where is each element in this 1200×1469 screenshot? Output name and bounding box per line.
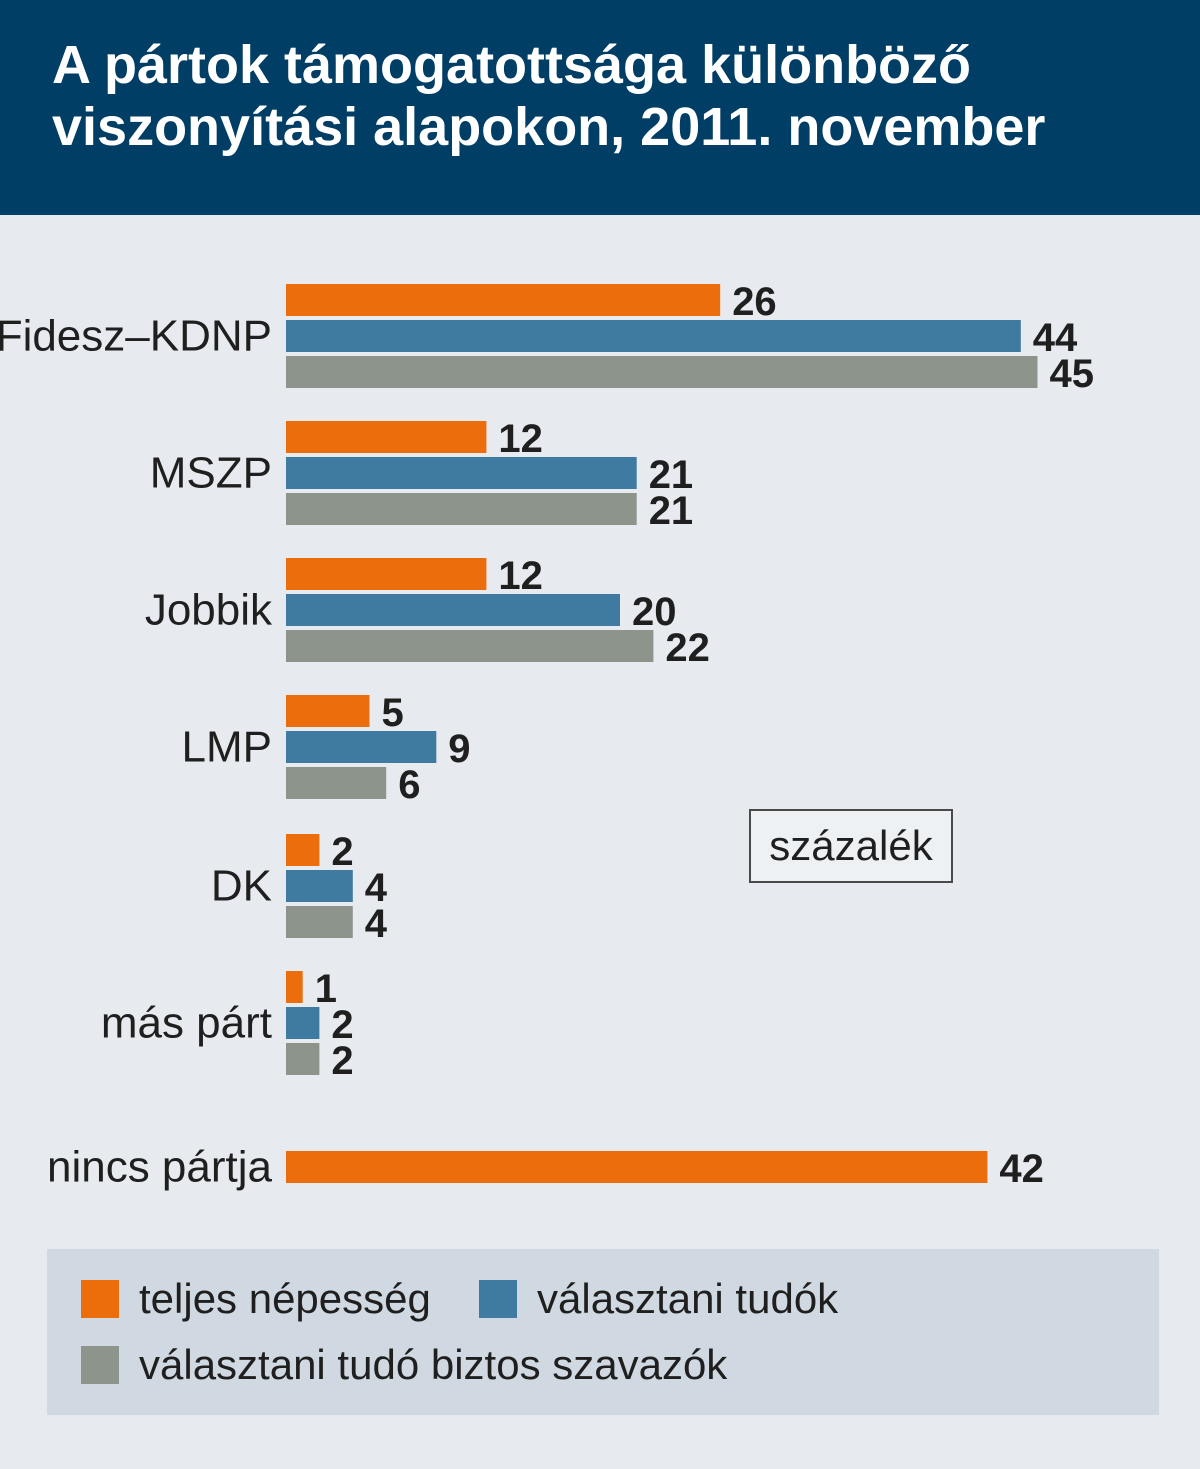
category-label-mszp: MSZP bbox=[150, 449, 272, 498]
value-label-jobbik-valasztani-tudo-biztos-szavazok: 22 bbox=[665, 626, 710, 670]
legend-item-teljes-nepesseg: teljes népesség bbox=[81, 1275, 431, 1323]
value-label-mszp-valasztani-tudo-biztos-szavazok: 21 bbox=[649, 489, 694, 533]
category-label-dk: DK bbox=[211, 862, 272, 911]
bar-dk-teljes-nepesseg bbox=[286, 834, 320, 866]
legend-label: választani tudók bbox=[537, 1275, 839, 1322]
bar-mas-part-teljes-nepesseg bbox=[286, 971, 303, 1003]
bar-mas-part-valasztani-tudok bbox=[286, 1007, 320, 1039]
bar-jobbik-teljes-nepesseg bbox=[286, 558, 487, 590]
bar-fidesz-kdnp-valasztani-tudok bbox=[286, 320, 1021, 352]
bar-dk-valasztani-tudo-biztos-szavazok bbox=[286, 906, 353, 938]
value-label-lmp-valasztani-tudo-biztos-szavazok: 6 bbox=[398, 763, 420, 807]
value-label-nincs-partja-teljes-nepesseg: 42 bbox=[999, 1147, 1044, 1191]
bar-chart: Fidesz–KDNP264445MSZP122121Jobbik122022L… bbox=[0, 280, 1095, 1192]
category-label-lmp: LMP bbox=[182, 723, 272, 772]
bar-dk-valasztani-tudok bbox=[286, 870, 353, 902]
value-label-jobbik-valasztani-tudok: 20 bbox=[632, 590, 677, 634]
legend-item-valasztani-tudok: választani tudók bbox=[479, 1275, 838, 1323]
bar-nincs-partja-teljes-nepesseg bbox=[286, 1151, 988, 1183]
bar-lmp-valasztani-tudok bbox=[286, 731, 437, 763]
unit-label-box: százalék bbox=[749, 809, 953, 883]
value-label-mas-part-teljes-nepesseg: 1 bbox=[315, 967, 337, 1011]
category-label-jobbik: Jobbik bbox=[145, 586, 273, 635]
value-label-dk-teljes-nepesseg: 2 bbox=[331, 830, 353, 874]
value-label-fidesz-kdnp-valasztani-tudo-biztos-szavazok: 45 bbox=[1050, 352, 1095, 396]
chart-header: A pártok támogatottsága különböző viszon… bbox=[0, 0, 1200, 215]
bar-mszp-valasztani-tudo-biztos-szavazok bbox=[286, 493, 637, 525]
legend-label: teljes népesség bbox=[139, 1275, 431, 1322]
value-label-mas-part-valasztani-tudok: 2 bbox=[331, 1003, 353, 1047]
bar-mszp-teljes-nepesseg bbox=[286, 421, 487, 453]
bar-fidesz-kdnp-teljes-nepesseg bbox=[286, 284, 721, 316]
value-label-mas-part-valasztani-tudo-biztos-szavazok: 2 bbox=[331, 1039, 353, 1083]
bar-lmp-teljes-nepesseg bbox=[286, 695, 370, 727]
legend-swatch-blue bbox=[479, 1280, 517, 1318]
value-label-mszp-valasztani-tudok: 21 bbox=[649, 453, 694, 497]
legend: teljes népesség választani tudók választ… bbox=[47, 1249, 1159, 1415]
legend-swatch-orange bbox=[81, 1280, 119, 1318]
value-label-fidesz-kdnp-valasztani-tudok: 44 bbox=[1033, 316, 1078, 360]
bar-jobbik-valasztani-tudo-biztos-szavazok bbox=[286, 630, 654, 662]
bar-fidesz-kdnp-valasztani-tudo-biztos-szavazok bbox=[286, 356, 1038, 388]
bar-mas-part-valasztani-tudo-biztos-szavazok bbox=[286, 1043, 320, 1075]
value-label-lmp-valasztani-tudok: 9 bbox=[448, 727, 470, 771]
category-label-mas-part: más párt bbox=[101, 999, 272, 1048]
unit-label: százalék bbox=[769, 822, 933, 869]
legend-swatch-gray bbox=[81, 1346, 119, 1384]
bar-lmp-valasztani-tudo-biztos-szavazok bbox=[286, 767, 387, 799]
legend-label: választani tudó biztos szavazók bbox=[139, 1341, 728, 1388]
category-label-nincs-partja: nincs pártja bbox=[47, 1143, 273, 1192]
bar-jobbik-valasztani-tudok bbox=[286, 594, 620, 626]
value-label-lmp-teljes-nepesseg: 5 bbox=[382, 691, 404, 735]
bar-mszp-valasztani-tudok bbox=[286, 457, 637, 489]
value-label-dk-valasztani-tudo-biztos-szavazok: 4 bbox=[365, 902, 388, 946]
chart-title-line-2: viszonyítási alapokon, 2011. november bbox=[52, 97, 1046, 157]
value-label-dk-valasztani-tudok: 4 bbox=[365, 866, 388, 910]
value-label-jobbik-teljes-nepesseg: 12 bbox=[498, 554, 543, 598]
value-label-mszp-teljes-nepesseg: 12 bbox=[498, 417, 543, 461]
chart-title-line-1: A pártok támogatottsága különböző bbox=[52, 35, 972, 95]
category-label-fidesz-kdnp: Fidesz–KDNP bbox=[0, 312, 272, 361]
legend-item-biztos-szavazok: választani tudó biztos szavazók bbox=[81, 1341, 727, 1389]
value-label-fidesz-kdnp-teljes-nepesseg: 26 bbox=[732, 280, 777, 324]
